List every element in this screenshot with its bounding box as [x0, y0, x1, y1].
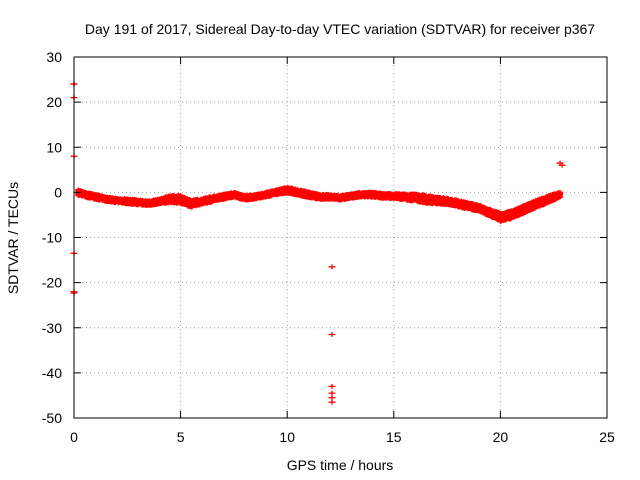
grid-lines: [74, 57, 607, 418]
data-points: [70, 81, 566, 405]
chart-title: Day 191 of 2017, Sidereal Day-to-day VTE…: [85, 21, 595, 37]
